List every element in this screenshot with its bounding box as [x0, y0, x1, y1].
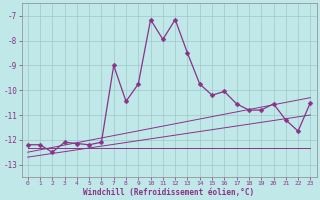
X-axis label: Windchill (Refroidissement éolien,°C): Windchill (Refroidissement éolien,°C) [84, 188, 255, 197]
